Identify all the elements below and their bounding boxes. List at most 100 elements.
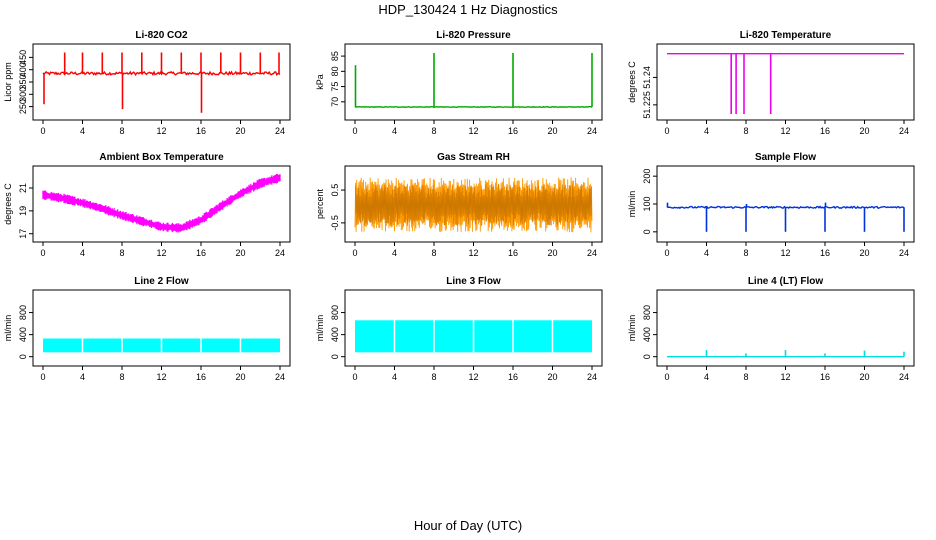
x-tick-label: 8	[743, 126, 748, 136]
y-tick-label: 800	[330, 305, 340, 320]
x-axis: 0 4 8 12 16 20 24	[40, 241, 285, 258]
x-tick-label: 12	[156, 372, 166, 382]
y-tick-label: 250	[18, 99, 28, 114]
series-6	[666, 202, 905, 232]
series-4	[42, 174, 281, 233]
panel-9: Line 4 (LT) Flow 0 4 8 12 16 20 24 0 400 800 ml/min	[627, 276, 915, 382]
x-tick-label: 16	[196, 126, 206, 136]
x-tick-label: 8	[431, 126, 436, 136]
x-tick-label: 0	[40, 248, 45, 258]
y-tick-label: 80	[330, 66, 340, 76]
x-tick-label: 12	[468, 126, 478, 136]
x-tick-label: 0	[664, 372, 669, 382]
y-axis: 17 19 21	[18, 183, 34, 239]
y-tick-label: 400	[18, 62, 28, 77]
series-5	[354, 177, 593, 233]
x-tick-label: 4	[392, 248, 397, 258]
panel-title: Li-820 Temperature	[740, 30, 832, 41]
x-tick-label: 0	[664, 248, 669, 258]
y-tick-label: 17	[18, 229, 28, 239]
x-tick-label: 4	[704, 248, 709, 258]
y-axis: 51.225 51.24	[642, 66, 658, 119]
x-tick-label: 0	[352, 126, 357, 136]
x-tick-label: 12	[780, 126, 790, 136]
panel-2: Li-820 Pressure 0 4 8 12 16 20 24 70 75 80 85 kPa	[315, 30, 603, 136]
y-tick-label: 400	[330, 327, 340, 342]
y-tick-label: 51.24	[642, 66, 652, 89]
x-tick-label: 24	[587, 372, 597, 382]
y-tick-label: 51.225	[642, 91, 652, 119]
y-tick-label: 100	[642, 196, 652, 211]
x-tick-label: 8	[431, 372, 436, 382]
panel-4: Ambient Box Temperature 0 4 8 12 16 20 24 17 19 21…	[3, 152, 291, 258]
x-tick-label: 8	[119, 372, 124, 382]
x-tick-label: 4	[80, 126, 85, 136]
series-band	[42, 174, 281, 233]
panel-title: Line 4 (LT) Flow	[748, 276, 824, 287]
y-axis: -0.5 0.5	[330, 184, 346, 231]
y-tick-label: 300	[18, 87, 28, 102]
panel-5: Gas Stream RH 0 4 8 12 16 20 24 -0.5 0.5 percent	[315, 152, 603, 258]
x-tick-label: 16	[508, 126, 518, 136]
series-7	[43, 338, 280, 353]
x-axis: 0 4 8 12 16 20 24	[352, 365, 597, 382]
figure-title: HDP_130424 1 Hz Diagnostics	[378, 2, 558, 17]
x-tick-label: 24	[587, 126, 597, 136]
y-tick-label: 200	[642, 169, 652, 184]
x-tick-label: 16	[820, 372, 830, 382]
x-tick-label: 24	[899, 248, 909, 258]
y-tick-label: 0	[330, 354, 340, 359]
x-tick-label: 20	[547, 372, 557, 382]
y-axis: 0 400 800	[642, 305, 658, 359]
x-axis: 0 4 8 12 16 20 24	[664, 365, 909, 382]
x-axis-title: Hour of Day (UTC)	[413, 518, 523, 533]
x-axis: 0 4 8 12 16 20 24	[40, 365, 285, 382]
y-axis-label: ml/min	[315, 315, 325, 342]
x-tick-label: 4	[80, 372, 85, 382]
plot-frame	[344, 43, 603, 121]
y-tick-label: 800	[18, 305, 28, 320]
y-tick-label: 85	[330, 51, 340, 61]
y-tick-label: 0.5	[330, 184, 340, 197]
y-tick-label: 0	[642, 354, 652, 359]
x-tick-label: 0	[40, 372, 45, 382]
y-tick-label: 400	[18, 327, 28, 342]
x-axis: 0 4 8 12 16 20 24	[664, 241, 909, 258]
panel-title: Sample Flow	[755, 152, 816, 163]
x-tick-label: 16	[196, 372, 206, 382]
series-line-dense	[355, 183, 592, 226]
x-tick-label: 12	[468, 248, 478, 258]
plot-frame	[32, 289, 291, 367]
x-tick-label: 20	[859, 372, 869, 382]
y-tick-label: 800	[642, 305, 652, 320]
y-axis: 70 75 80 85	[330, 51, 346, 107]
y-axis: 0 400 800	[330, 305, 346, 359]
y-tick-label: 0	[18, 354, 28, 359]
x-tick-label: 20	[235, 126, 245, 136]
x-tick-label: 0	[40, 126, 45, 136]
y-axis-label: ml/min	[3, 315, 13, 342]
y-axis-label: percent	[315, 188, 325, 219]
x-tick-label: 4	[80, 248, 85, 258]
y-axis-label: Licor ppm	[3, 62, 13, 102]
panel-title: Li-820 CO2	[135, 30, 188, 41]
x-tick-label: 12	[780, 248, 790, 258]
x-tick-label: 12	[156, 126, 166, 136]
x-tick-label: 24	[587, 248, 597, 258]
x-tick-label: 4	[392, 372, 397, 382]
y-axis: 0 100 200	[642, 169, 658, 234]
x-tick-label: 0	[352, 372, 357, 382]
x-tick-label: 8	[119, 126, 124, 136]
y-axis-label: kPa	[315, 74, 325, 90]
y-tick-label: 350	[18, 74, 28, 89]
series-line	[354, 105, 593, 109]
x-tick-label: 24	[899, 126, 909, 136]
x-tick-label: 20	[235, 372, 245, 382]
x-tick-label: 4	[704, 126, 709, 136]
plot-frame	[656, 43, 915, 121]
x-tick-label: 0	[352, 248, 357, 258]
series-1	[42, 52, 281, 113]
x-tick-label: 16	[508, 372, 518, 382]
